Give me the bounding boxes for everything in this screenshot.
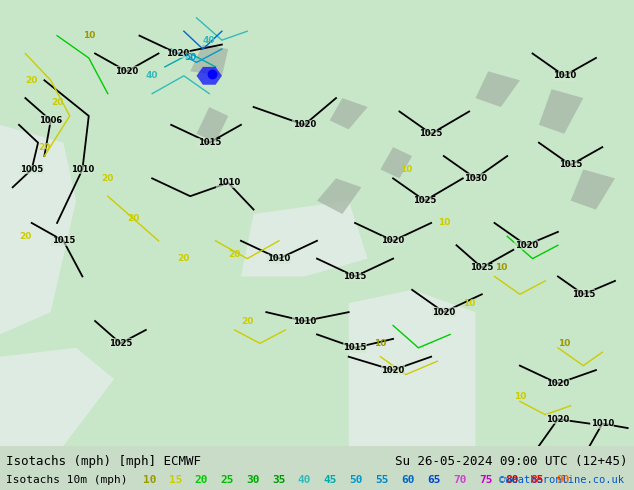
Text: 90: 90 bbox=[557, 475, 570, 485]
Text: 1020: 1020 bbox=[382, 366, 404, 374]
Polygon shape bbox=[0, 348, 114, 446]
Text: Su 26-05-2024 09:00 UTC (12+45): Su 26-05-2024 09:00 UTC (12+45) bbox=[395, 455, 628, 468]
Text: 1020: 1020 bbox=[115, 67, 138, 76]
Text: 70: 70 bbox=[453, 475, 467, 485]
Text: 1015: 1015 bbox=[198, 138, 221, 147]
Text: 1005: 1005 bbox=[20, 165, 43, 174]
Text: 20: 20 bbox=[38, 143, 51, 151]
Text: 1025: 1025 bbox=[470, 263, 493, 272]
Text: 1020: 1020 bbox=[382, 236, 404, 245]
Text: 20: 20 bbox=[19, 232, 32, 241]
Text: 1010: 1010 bbox=[553, 72, 576, 80]
Text: 60: 60 bbox=[401, 475, 415, 485]
Text: 1020: 1020 bbox=[432, 308, 455, 317]
Polygon shape bbox=[539, 89, 583, 134]
Text: 65: 65 bbox=[427, 475, 441, 485]
Polygon shape bbox=[349, 290, 476, 446]
Text: 55: 55 bbox=[375, 475, 389, 485]
Text: 10: 10 bbox=[82, 31, 95, 40]
Text: 20: 20 bbox=[101, 174, 114, 183]
Text: 75: 75 bbox=[479, 475, 493, 485]
Text: 10: 10 bbox=[514, 392, 526, 401]
Text: 30: 30 bbox=[246, 475, 259, 485]
Text: 1006: 1006 bbox=[39, 116, 62, 125]
Polygon shape bbox=[571, 170, 615, 210]
Text: 1015: 1015 bbox=[344, 272, 366, 281]
Text: 1015: 1015 bbox=[344, 343, 366, 352]
Text: 85: 85 bbox=[531, 475, 544, 485]
Text: 25: 25 bbox=[220, 475, 234, 485]
Text: 20: 20 bbox=[127, 214, 139, 223]
Text: 10: 10 bbox=[374, 339, 387, 348]
Text: 1015: 1015 bbox=[572, 290, 595, 299]
Text: 40: 40 bbox=[203, 36, 216, 45]
Text: Isotachs 10m (mph): Isotachs 10m (mph) bbox=[6, 475, 128, 485]
Text: 1020: 1020 bbox=[293, 121, 316, 129]
Text: 50: 50 bbox=[349, 475, 363, 485]
Text: 1025: 1025 bbox=[420, 129, 443, 138]
Text: 20: 20 bbox=[51, 98, 63, 107]
Polygon shape bbox=[197, 67, 222, 85]
Text: 1020: 1020 bbox=[547, 415, 569, 424]
Polygon shape bbox=[476, 72, 520, 107]
Text: Isotachs (mph) [mph] ECMWF: Isotachs (mph) [mph] ECMWF bbox=[6, 455, 202, 468]
Text: 10: 10 bbox=[399, 165, 412, 174]
Text: 40: 40 bbox=[298, 475, 311, 485]
Text: 45: 45 bbox=[324, 475, 337, 485]
Text: 1010: 1010 bbox=[268, 254, 290, 263]
Text: 20: 20 bbox=[195, 475, 208, 485]
Text: 1010: 1010 bbox=[71, 165, 94, 174]
Polygon shape bbox=[317, 178, 361, 214]
Text: 1015: 1015 bbox=[52, 236, 75, 245]
Polygon shape bbox=[0, 125, 76, 334]
Text: 1030: 1030 bbox=[464, 174, 487, 183]
Text: ©weatheronline.co.uk: ©weatheronline.co.uk bbox=[500, 475, 624, 485]
Text: 1025: 1025 bbox=[413, 196, 436, 205]
Text: 1020: 1020 bbox=[547, 379, 569, 388]
Text: 10: 10 bbox=[437, 219, 450, 227]
Text: 15: 15 bbox=[169, 475, 182, 485]
Text: 1010: 1010 bbox=[293, 317, 316, 325]
Text: 80: 80 bbox=[505, 475, 518, 485]
Text: 20: 20 bbox=[25, 76, 38, 85]
Polygon shape bbox=[380, 147, 412, 178]
Polygon shape bbox=[241, 201, 368, 276]
Text: 1015: 1015 bbox=[559, 161, 582, 170]
Text: 10: 10 bbox=[143, 475, 156, 485]
Text: 35: 35 bbox=[272, 475, 285, 485]
Text: 1020: 1020 bbox=[166, 49, 189, 58]
Polygon shape bbox=[330, 98, 368, 129]
Text: 1010: 1010 bbox=[591, 419, 614, 428]
Text: 1020: 1020 bbox=[515, 241, 538, 250]
Text: 1025: 1025 bbox=[109, 339, 132, 348]
Text: 40: 40 bbox=[146, 72, 158, 80]
Text: 20: 20 bbox=[241, 317, 254, 325]
Text: 10: 10 bbox=[495, 263, 507, 272]
Text: 1010: 1010 bbox=[217, 178, 240, 187]
Text: 10: 10 bbox=[558, 339, 571, 348]
Text: 10: 10 bbox=[463, 299, 476, 308]
Text: 50: 50 bbox=[184, 53, 197, 62]
Text: 20: 20 bbox=[228, 250, 241, 259]
Text: 20: 20 bbox=[178, 254, 190, 263]
Polygon shape bbox=[190, 45, 228, 76]
Polygon shape bbox=[197, 107, 228, 143]
